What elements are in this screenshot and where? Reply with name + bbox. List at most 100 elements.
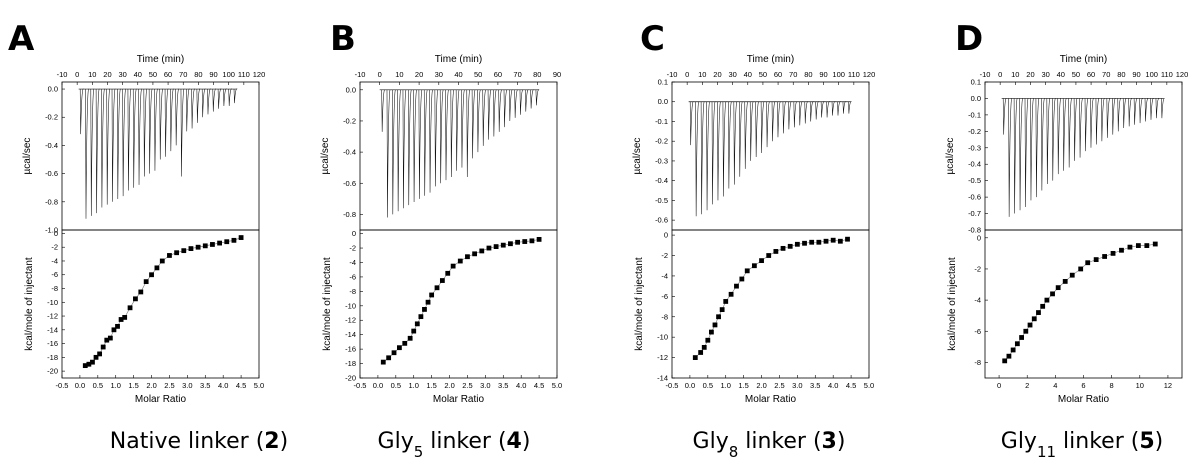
data-point [1023, 328, 1029, 334]
bottom-ytick-label: -16 [345, 345, 356, 354]
injection-peak [1002, 98, 1007, 135]
injection-peak [117, 88, 121, 199]
injection-peak [1155, 98, 1160, 119]
bottom-xtick-label: 0.5 [93, 381, 103, 390]
bottom-ytick-label: -2 [661, 251, 668, 260]
top-xtick-label: 20 [713, 70, 721, 79]
top-ytick-label: -0.2 [655, 137, 668, 146]
data-point [174, 250, 180, 256]
data-point [90, 359, 95, 365]
top-ytick-label: 0.0 [48, 85, 58, 94]
data-point [159, 258, 165, 264]
injection-peak [749, 101, 754, 161]
bottom-ytick-label: -6 [661, 292, 668, 301]
injection-peak [392, 89, 396, 215]
top-ytick-label: -1.0 [45, 226, 58, 235]
data-point [766, 253, 772, 258]
injection-peak [711, 101, 716, 205]
data-point [224, 239, 230, 245]
bottom-xtick-label: 4.0 [516, 381, 526, 390]
data-point [493, 244, 499, 249]
fit-curve [695, 238, 848, 358]
data-point [1093, 257, 1099, 262]
bottom-ytick-label: 0 [352, 229, 356, 238]
top-xtick-label: 90 [1132, 70, 1140, 79]
bottom-xtick-label: -0.5 [56, 381, 69, 390]
injection-peak [111, 88, 116, 202]
injection-peak [1150, 98, 1154, 120]
injection-peak [717, 101, 721, 201]
injection-peak [788, 101, 792, 130]
top-xtick-label: 90 [553, 70, 561, 79]
bottom-xtick-label: 5.0 [864, 381, 874, 390]
injection-peak [1139, 98, 1144, 124]
bottom-xtick-label: 3.5 [200, 381, 210, 390]
top-xtick-label: 100 [222, 70, 235, 79]
injection-peak [127, 88, 132, 191]
top-xtick-label: 60 [774, 70, 782, 79]
top-ytick-label: -0.8 [343, 210, 356, 219]
top-xtick-label: 20 [415, 70, 423, 79]
data-point [1110, 250, 1116, 256]
panel-letter: B [330, 19, 356, 59]
injection-peak [79, 88, 84, 135]
data-point [719, 307, 725, 313]
data-point [1102, 254, 1108, 259]
injection-peak [450, 89, 455, 178]
injection-peak [423, 89, 428, 196]
injection-peak [728, 101, 732, 189]
top-xtick-label: -10 [355, 70, 366, 79]
data-point [1135, 243, 1141, 248]
top-xlabel: Time (min) [435, 54, 482, 65]
injection-peak [407, 89, 412, 206]
top-xtick-label: 70 [789, 70, 797, 79]
data-point [1044, 297, 1050, 303]
data-point [434, 285, 440, 291]
injection-peak [1079, 98, 1084, 158]
top-ytick-label: -0.7 [968, 209, 981, 218]
bottom-ytick-label: -4 [349, 258, 356, 267]
data-point [143, 279, 149, 285]
top-xtick-label: 0 [998, 70, 1002, 79]
injection-peak [386, 89, 391, 218]
bottom-xtick-label: 5.0 [254, 381, 264, 390]
injection-peak [223, 88, 227, 106]
top-xlabel: Time (min) [747, 54, 794, 65]
bottom-xtick-label: 4.0 [218, 381, 228, 390]
bottom-ytick-label: -2 [974, 264, 981, 273]
injection-peak [503, 89, 508, 128]
data-point [773, 249, 779, 254]
injection-peak [164, 88, 169, 157]
injection-peak [525, 89, 529, 112]
top-xtick-label: 10 [395, 70, 403, 79]
injection-peak [1062, 98, 1067, 171]
top-xtick-label: 80 [804, 70, 812, 79]
injection-peak [1057, 98, 1062, 175]
bottom-xtick-label: 0 [997, 381, 1001, 390]
injection-peak [482, 89, 487, 146]
data-point [217, 240, 222, 246]
data-point [739, 276, 745, 282]
bottom-xtick-label: 1.0 [721, 381, 731, 390]
injection-peak [820, 101, 825, 118]
data-point [500, 242, 506, 248]
bottom-ytick-label: 0 [664, 231, 668, 240]
data-point [716, 314, 721, 320]
top-ytick-label: -0.6 [655, 216, 668, 225]
bottom-xtick-label: -0.5 [354, 381, 367, 390]
bottom-xlabel: Molar Ratio [745, 394, 797, 405]
injection-peak [122, 88, 127, 197]
injection-peak [487, 89, 492, 140]
data-point [149, 272, 154, 278]
top-ytick-label: -0.1 [968, 110, 981, 119]
top-ytick-label: -0.4 [968, 160, 981, 169]
injection-peak [439, 89, 444, 184]
injection-peak [466, 89, 471, 178]
injection-peak [831, 101, 836, 116]
top-xtick-label: 80 [194, 70, 202, 79]
panel-caption: Native linker (2) [110, 429, 288, 454]
top-xtick-label: 70 [179, 70, 187, 79]
bottom-plot-frame [984, 229, 1183, 379]
injection-peak [143, 88, 148, 177]
